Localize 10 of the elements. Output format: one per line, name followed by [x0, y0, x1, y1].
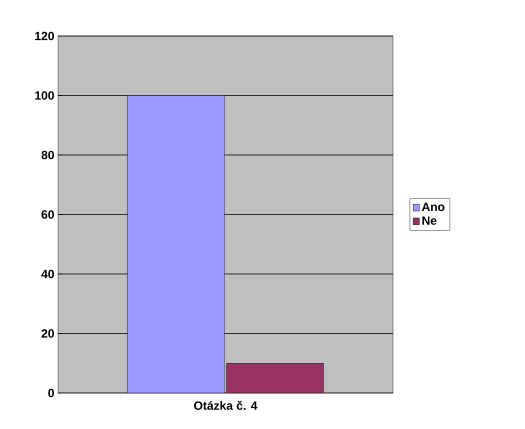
- y-tick-label: 60: [42, 210, 54, 219]
- y-tick-label: 100: [35, 91, 54, 100]
- y-tick-label: 40: [41, 270, 54, 278]
- x-tick-label: Otázka č. 4: [194, 400, 258, 410]
- legend-label: Ne: [422, 216, 437, 225]
- legend-label: Ano: [422, 202, 444, 212]
- y-tick-label: 0: [48, 388, 54, 398]
- y-tick-label: 120: [35, 32, 54, 40]
- y-tick-label: 80: [41, 150, 54, 160]
- y-tick-label: 20: [42, 329, 54, 338]
